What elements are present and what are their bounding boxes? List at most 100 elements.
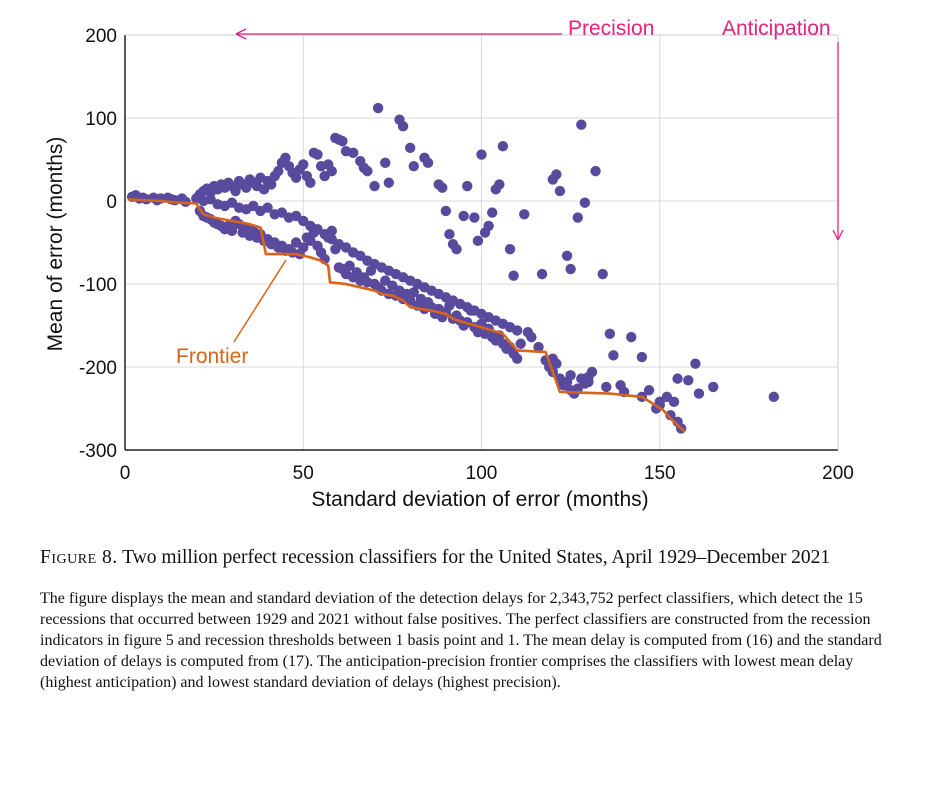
caption-title: Figure 8. Two million perfect recession … <box>40 544 900 572</box>
data-point <box>437 182 448 193</box>
data-point <box>230 185 241 197</box>
data-point <box>226 225 238 237</box>
data-point <box>683 375 694 386</box>
data-point <box>504 243 516 255</box>
data-point <box>298 242 309 253</box>
data-point <box>273 165 284 177</box>
annotations: Precision Anticipation Frontier <box>176 17 844 368</box>
data-point <box>372 102 384 114</box>
data-point <box>347 147 359 159</box>
y-tick-label: 0 <box>106 192 117 213</box>
data-point <box>405 142 416 154</box>
data-point <box>397 121 409 132</box>
data-point <box>337 136 348 147</box>
data-point <box>565 370 576 381</box>
data-point <box>469 212 480 223</box>
precision-annotation: Precision <box>568 17 654 40</box>
data-point <box>458 210 469 222</box>
data-point <box>298 159 309 170</box>
data-point <box>590 165 601 177</box>
frontier-annotation: Frontier <box>176 345 248 368</box>
data-point <box>576 119 587 130</box>
data-point <box>422 157 434 169</box>
data-point <box>519 209 530 220</box>
data-point <box>312 149 323 160</box>
data-point <box>408 160 419 172</box>
data-point <box>693 388 705 399</box>
data-point <box>451 243 462 255</box>
data-point <box>604 328 616 339</box>
figure-chart: 0 50 100 150 200 200 100 0 -100 -200 -300 Precisio… <box>44 17 854 511</box>
data-point <box>305 177 316 188</box>
frontier-line <box>128 198 686 433</box>
data-point <box>579 197 591 208</box>
data-point <box>572 212 583 223</box>
data-points <box>126 102 780 434</box>
data-point <box>665 409 676 421</box>
data-point <box>690 358 701 369</box>
data-point <box>280 152 291 164</box>
data-point <box>515 338 526 349</box>
y-tick-label: 100 <box>85 109 117 130</box>
data-point <box>344 260 355 271</box>
data-point <box>483 220 494 232</box>
y-tick-label: -100 <box>79 275 117 296</box>
data-point <box>508 270 519 281</box>
figure-caption: Figure 8. Two million perfect recession … <box>40 544 900 693</box>
data-point <box>636 351 648 363</box>
data-point <box>586 366 598 378</box>
data-point <box>476 149 487 160</box>
data-point <box>486 207 498 218</box>
data-point <box>561 250 573 261</box>
data-point <box>444 229 455 240</box>
data-point <box>536 268 548 280</box>
grid-lines <box>125 35 838 450</box>
x-tick-label: 150 <box>644 463 676 484</box>
x-tick-label: 100 <box>466 463 498 484</box>
data-point <box>565 263 576 275</box>
data-point <box>768 391 780 403</box>
data-point <box>601 381 612 393</box>
precision-arrow-head <box>235 28 247 40</box>
y-tick-label: -300 <box>79 441 117 462</box>
data-point <box>383 177 395 188</box>
data-point <box>526 331 537 343</box>
data-point <box>362 165 373 177</box>
data-point <box>497 141 509 152</box>
data-point <box>511 325 523 336</box>
x-axis-label: Standard deviation of error (months) <box>311 488 648 511</box>
x-tick-label: 0 <box>120 463 131 484</box>
data-point <box>597 268 608 280</box>
x-tick-label: 50 <box>293 463 314 484</box>
caption-title-text: Two million perfect recession classifier… <box>122 547 831 568</box>
data-point <box>408 287 419 298</box>
data-point <box>265 179 277 190</box>
caption-body: The figure displays the mean and standar… <box>40 590 882 691</box>
anticipation-annotation: Anticipation <box>722 17 831 40</box>
data-point <box>608 350 619 361</box>
data-point <box>554 185 566 197</box>
data-point <box>626 331 637 343</box>
y-tick-label: -200 <box>79 358 117 379</box>
y-axis-label: Mean of error (months) <box>44 137 67 352</box>
data-point <box>672 373 683 384</box>
data-point <box>583 376 594 388</box>
anticipation-arrow-head <box>832 229 844 241</box>
data-point <box>290 172 302 183</box>
data-point <box>668 396 680 408</box>
data-point <box>533 341 544 353</box>
data-point <box>643 385 655 396</box>
caption-label: Figure 8. <box>40 547 118 568</box>
data-point <box>708 381 719 393</box>
data-point <box>262 202 273 213</box>
data-point <box>551 169 562 180</box>
data-point <box>654 396 665 408</box>
data-point <box>462 180 473 192</box>
data-point <box>472 235 484 247</box>
data-point <box>511 353 523 364</box>
x-tick-label: 200 <box>822 463 854 484</box>
tick-labels: 0 50 100 150 200 200 100 0 -100 -200 -300 <box>79 26 854 484</box>
y-tick-label: 200 <box>85 26 117 47</box>
data-point <box>494 179 505 190</box>
data-point <box>369 180 380 192</box>
